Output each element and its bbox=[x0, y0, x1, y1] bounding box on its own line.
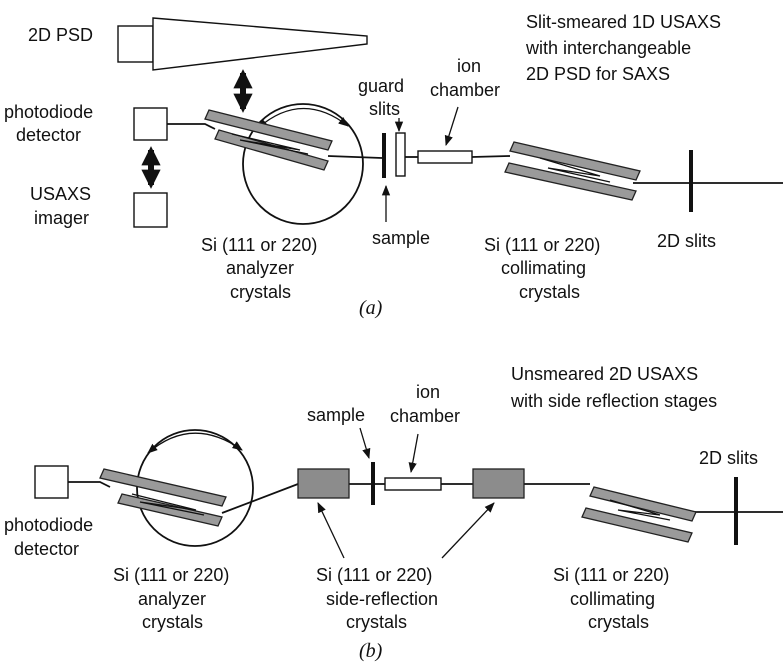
psd-label: 2D PSD bbox=[28, 25, 93, 45]
psd-flight-tube bbox=[152, 17, 368, 71]
sample-b-label: sample bbox=[307, 405, 365, 425]
analyzer-b-label-line-2: analyzer bbox=[138, 589, 206, 609]
panel-a: Slit-smeared 1D USAXS with interchangeab… bbox=[4, 12, 783, 319]
sample-b-pointer bbox=[359, 427, 371, 459]
panel-b-title-line-1: Unsmeared 2D USAXS bbox=[511, 364, 698, 384]
analyzer-b-label-line-3: crystals bbox=[142, 612, 203, 632]
analyzer-b-crystal-upper bbox=[99, 468, 227, 507]
side-reflection-label-line-1: Si (111 or 220) bbox=[316, 565, 432, 585]
photodiode-label-line-2: detector bbox=[16, 125, 81, 145]
side-reflection-label-line-3: crystals bbox=[346, 612, 407, 632]
ion-chamber-a-label-line-1: ion bbox=[457, 56, 481, 76]
panel-a-title-line-1: Slit-smeared 1D USAXS bbox=[526, 12, 721, 32]
collimating-a-label-line-1: Si (111 or 220) bbox=[484, 235, 600, 255]
photodiode-b-label-line-1: photodiode bbox=[4, 515, 93, 535]
analyzer-b-rotation-circle bbox=[136, 429, 254, 547]
psd-detector-head bbox=[117, 25, 154, 63]
beam-a-analyzer-to-sample bbox=[327, 155, 383, 159]
collimating-a-label-line-3: crystals bbox=[519, 282, 580, 302]
collimating-beam-bounce bbox=[539, 157, 611, 183]
imager-label-line-1: USAXS bbox=[30, 184, 91, 204]
ion-chamber-b-pointer bbox=[408, 433, 419, 474]
ion-chamber-a bbox=[417, 150, 473, 164]
analyzer-b-beam-bounce bbox=[131, 493, 205, 516]
analyzer-b-label-line-1: Si (111 or 220) bbox=[113, 565, 229, 585]
analyzer-a-label-line-2: analyzer bbox=[226, 258, 294, 278]
ion-chamber-b-label-line-1: ion bbox=[416, 382, 440, 402]
panel-a-title-line-3: 2D PSD for SAXS bbox=[526, 64, 670, 84]
side-reflection-pointer-1 bbox=[317, 502, 345, 559]
ion-chamber-b-label-line-2: chamber bbox=[390, 406, 460, 426]
collimating-b-label-line-2: collimating bbox=[570, 589, 655, 609]
panel-b-title-line-2: with side reflection stages bbox=[510, 391, 717, 411]
guard-slits-label-line-2: slits bbox=[369, 99, 400, 119]
usaxs-imager-box bbox=[133, 192, 168, 228]
collimating-b-crystal-upper bbox=[589, 486, 697, 522]
photodiode-detector-box bbox=[133, 107, 168, 141]
sample-a-label: sample bbox=[372, 228, 430, 248]
collimating-b-label-line-3: crystals bbox=[588, 612, 649, 632]
analyzer-a-label-line-3: crystals bbox=[230, 282, 291, 302]
slits-a-label: 2D slits bbox=[657, 231, 716, 251]
analyzer-crystal-upper bbox=[204, 109, 333, 151]
collimating-a-label-line-2: collimating bbox=[501, 258, 586, 278]
beam-b-analyzer-to-side bbox=[221, 483, 299, 514]
ion-chamber-a-label-line-2: chamber bbox=[430, 80, 500, 100]
photodiode-label-line-1: photodiode bbox=[4, 102, 93, 122]
analyzer-rotation-arrow bbox=[257, 107, 349, 129]
side-reflection-pointer-2 bbox=[441, 502, 495, 559]
collimating-b-crystal-lower bbox=[581, 507, 693, 543]
analyzer-b-rotation-arrow bbox=[147, 432, 243, 454]
photodiode-detector-b-box bbox=[34, 465, 69, 499]
imager-label-line-2: imager bbox=[34, 208, 89, 228]
side-reflection-label-line-2: side-reflection bbox=[326, 589, 438, 609]
beam-a-ion-to-collimator bbox=[471, 155, 511, 158]
panel-b-caption: (b) bbox=[359, 640, 383, 662]
analyzer-a-label-line-1: Si (111 or 220) bbox=[201, 235, 317, 255]
beam-b-detector-segment bbox=[68, 481, 111, 488]
photodiode-b-label-line-2: detector bbox=[14, 539, 79, 559]
panel-a-caption: (a) bbox=[359, 297, 383, 319]
beam-a-detector-segment bbox=[167, 123, 216, 130]
side-reflection-crystal-2 bbox=[472, 468, 525, 499]
ion-chamber-a-pointer bbox=[444, 106, 459, 146]
slits-b-label: 2D slits bbox=[699, 448, 758, 468]
ion-chamber-b bbox=[384, 477, 442, 491]
collimating-crystal-upper bbox=[509, 141, 641, 181]
analyzer-beam-bounce bbox=[231, 133, 309, 155]
collimating-b-label-line-1: Si (111 or 220) bbox=[553, 565, 669, 585]
guard-slits-label-line-1: guard bbox=[358, 76, 404, 96]
panel-b: Unsmeared 2D USAXS with side reflection … bbox=[4, 364, 783, 662]
analyzer-rotation-circle bbox=[242, 103, 364, 225]
collimating-crystal-lower bbox=[504, 162, 637, 201]
collimating-b-beam-bounce bbox=[609, 499, 671, 521]
side-reflection-crystal-1 bbox=[297, 468, 350, 499]
panel-a-title-line-2: with interchangeable bbox=[525, 38, 691, 58]
guard-slits bbox=[395, 132, 406, 177]
